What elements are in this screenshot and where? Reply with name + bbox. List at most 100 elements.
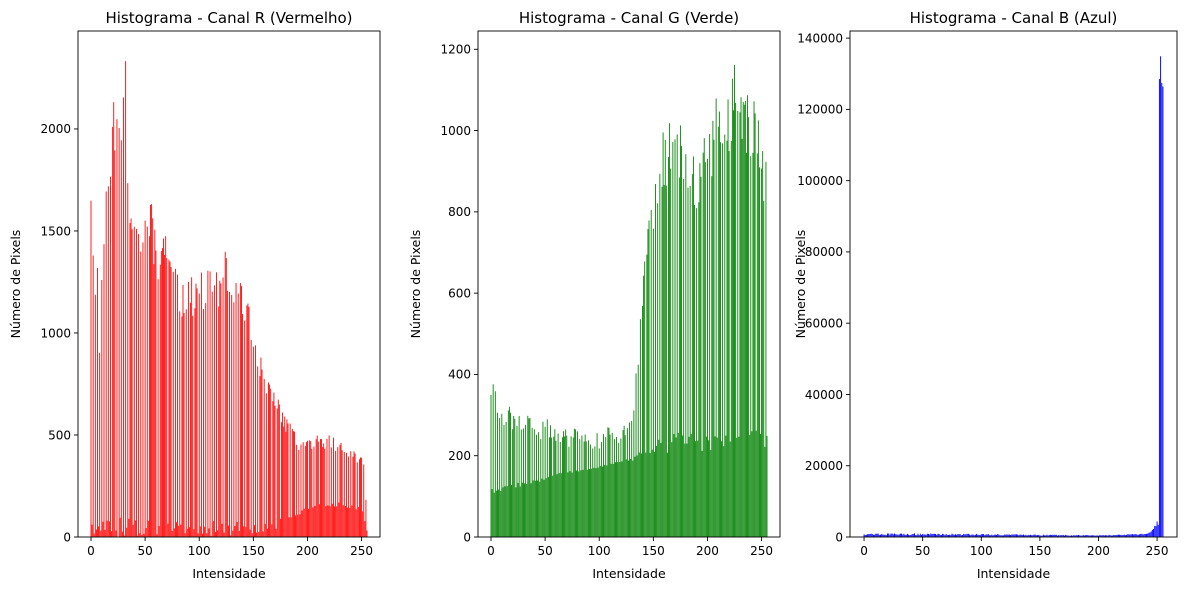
histogram-bar: [946, 534, 948, 537]
histogram-bar: [1135, 533, 1137, 537]
histogram-bar: [584, 434, 586, 537]
histogram-bar: [223, 532, 225, 537]
histogram-bar: [1056, 535, 1058, 537]
histogram-bar: [186, 528, 188, 537]
histogram-bar: [928, 533, 929, 537]
histogram-bar: [1064, 535, 1065, 537]
histogram-bar: [955, 534, 956, 537]
histogram-bar: [744, 100, 746, 538]
histogram-bar: [1045, 535, 1047, 537]
histogram-bar: [307, 440, 308, 537]
histogram-bar: [604, 464, 606, 537]
histogram-bar: [165, 236, 167, 537]
histogram-bar: [326, 438, 328, 537]
histogram-bar: [654, 451, 655, 537]
histogram-bar: [1051, 535, 1053, 537]
histogram-bar: [551, 437, 553, 537]
histogram-bar: [594, 446, 596, 537]
histogram-bar: [1101, 535, 1103, 537]
histogram-bar: [910, 534, 912, 537]
histogram-bar: [717, 126, 719, 537]
histogram-bar: [759, 167, 760, 537]
histogram-bar: [739, 112, 741, 537]
histogram-bar: [1088, 535, 1090, 537]
histogram-bar: [549, 437, 550, 537]
histogram-bar: [524, 483, 525, 537]
histogram-bar: [261, 369, 263, 537]
x-tick-label: 100: [588, 544, 611, 558]
histogram-bar: [107, 186, 109, 537]
histogram-bar: [110, 176, 111, 538]
histogram-bar: [1139, 534, 1140, 537]
histogram-bar: [182, 284, 184, 537]
plot-frame: [849, 30, 1178, 538]
histogram-bar: [210, 535, 212, 537]
histogram-bar: [589, 469, 590, 537]
histogram-bar: [276, 408, 278, 537]
y-tick-label: 0: [63, 530, 71, 544]
histogram-bar: [872, 534, 874, 537]
x-tick-label: 200: [1087, 544, 1110, 558]
histogram-bar: [1093, 535, 1095, 537]
histogram-bar: [615, 462, 616, 537]
histogram-bar: [1030, 534, 1031, 537]
y-tick-label: 80000: [805, 245, 843, 259]
histogram-bar: [313, 446, 315, 537]
histogram-bar: [622, 430, 624, 537]
histogram-bar: [158, 525, 160, 537]
histogram-bar: [1109, 535, 1111, 537]
histogram-bar: [1144, 534, 1146, 537]
histogram-bar: [608, 427, 610, 537]
histogram-bar: [668, 157, 669, 537]
histogram-bar: [527, 415, 529, 537]
histogram-bar: [241, 286, 242, 537]
y-tick-label: 800: [448, 205, 471, 219]
histogram-bar: [714, 436, 716, 537]
histogram-bar: [1000, 535, 1002, 537]
histogram-bar: [1134, 534, 1136, 537]
histogram-bar: [1141, 533, 1143, 537]
histogram-bar: [1072, 535, 1074, 537]
histogram-bar: [281, 422, 282, 537]
histogram-bar: [1018, 535, 1020, 537]
histogram-bar: [761, 168, 763, 537]
histogram-bar: [738, 436, 740, 537]
histogram-bar: [318, 504, 320, 537]
histogram-bar: [635, 373, 637, 537]
histogram-bar: [351, 505, 353, 537]
histogram-bar: [1066, 535, 1068, 537]
histogram-bar: [864, 535, 866, 537]
histogram-bar: [157, 279, 159, 537]
histogram-bar: [1048, 534, 1050, 537]
histogram-bar: [689, 185, 691, 538]
histogram-bar: [741, 138, 743, 537]
histogram-bar: [916, 535, 918, 537]
histogram-bar: [699, 163, 701, 537]
histogram-bar: [898, 534, 900, 537]
histogram-bar: [902, 534, 904, 537]
histogram-bar: [1007, 534, 1009, 537]
histogram-bars: [490, 64, 768, 538]
histogram-bar: [153, 264, 155, 537]
histogram-bar: [1143, 534, 1145, 537]
histogram-bar: [138, 234, 140, 537]
histogram-bar: [925, 534, 927, 537]
histogram-bar: [536, 434, 537, 537]
histogram-bar: [106, 520, 108, 537]
histogram-bar: [687, 187, 689, 537]
histogram-bar: [660, 442, 662, 537]
histogram-bar: [123, 97, 124, 537]
histogram-bar: [510, 412, 511, 537]
histogram-bar: [1128, 534, 1130, 537]
histogram-bar: [260, 357, 262, 537]
histogram-bar: [502, 487, 504, 537]
chart-title-blue: Histograma - Canal B (Azul): [910, 9, 1118, 27]
histogram-bar: [144, 220, 146, 537]
histogram-bar: [187, 281, 189, 537]
histogram-bar: [344, 505, 346, 537]
histogram-bar: [734, 64, 735, 537]
histogram-bar: [712, 120, 714, 537]
histogram-bar: [713, 139, 715, 538]
histogram-bar: [566, 435, 568, 537]
histogram-bar: [222, 277, 224, 537]
